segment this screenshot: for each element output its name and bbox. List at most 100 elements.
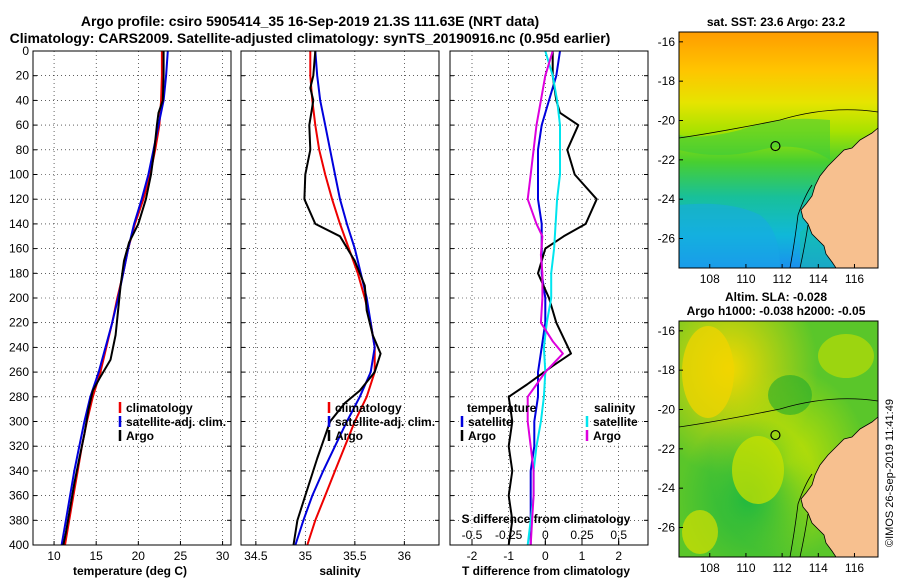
temperature-lines bbox=[60, 50, 169, 546]
temperature-legend-climatology: climatology bbox=[126, 401, 193, 415]
x-tick-label: -1 bbox=[503, 549, 514, 563]
x-tick-label: 20 bbox=[132, 549, 146, 563]
lat-tick-label: -20 bbox=[658, 403, 676, 417]
difference-legend-t-satellite: satellite bbox=[468, 415, 513, 429]
difference-panel: -2 -1 0 1 2 -0.5 -0.25 0 0.25 0.5 S difference fr… bbox=[449, 50, 649, 578]
salinity-panel: 34.5 35 35.5 36 salinity climatology satell… bbox=[240, 50, 440, 578]
y-tick-label: 260 bbox=[9, 365, 29, 379]
lat-tick-label: -16 bbox=[658, 324, 676, 338]
x-tick-label: 30 bbox=[216, 549, 230, 563]
lat-tick-label: -24 bbox=[658, 481, 676, 495]
sla-map: Altim. SLA: -0.028 Argo h1000: -0.038 h2… bbox=[658, 290, 879, 575]
lat-tick-label: -22 bbox=[658, 153, 676, 167]
s-tick-label: 0 bbox=[542, 528, 549, 542]
x-tick-label: 34.5 bbox=[244, 549, 268, 563]
y-tick-label: 60 bbox=[16, 118, 30, 132]
y-tick-label: 200 bbox=[9, 291, 29, 305]
salinity-lines bbox=[292, 50, 382, 546]
x-tick-label: 1 bbox=[579, 549, 586, 563]
temperature-legend-satellite: satellite-adj. clim. bbox=[126, 415, 226, 429]
y-tick-label: 120 bbox=[9, 192, 29, 206]
lat-tick-label: -24 bbox=[658, 192, 676, 206]
difference-legend-salinity-title: salinity bbox=[594, 401, 636, 415]
y-tick-label: 400 bbox=[9, 538, 29, 552]
lon-tick-label: 114 bbox=[809, 561, 828, 575]
temperature-legend: climatology satellite-adj. clim. Argo bbox=[118, 401, 226, 443]
series-line-t-satellite bbox=[529, 50, 561, 545]
series-line-argo bbox=[292, 50, 382, 546]
lon-tick-label: 116 bbox=[845, 561, 864, 575]
temperature-ticks: 0 20 40 60 80 100 120 140 160 180 200 220 240 260 280 3… bbox=[9, 44, 231, 563]
salinity-xlabel: salinity bbox=[319, 564, 361, 578]
sst-land bbox=[800, 127, 879, 269]
series-line-s-argo bbox=[526, 50, 564, 546]
s-tick-label: 0.25 bbox=[570, 528, 594, 542]
lon-tick-label: 108 bbox=[700, 272, 720, 286]
y-tick-label: 240 bbox=[9, 340, 29, 354]
sst-map: sat. SST: 23.6 Argo: 23.2 108 110 112 114 11… bbox=[658, 15, 879, 286]
x-tick-label: 36 bbox=[398, 549, 412, 563]
x-tick-label: 0 bbox=[542, 549, 549, 563]
y-tick-label: 300 bbox=[9, 415, 29, 429]
s-tick-label: -0.25 bbox=[495, 528, 523, 542]
lon-tick-label: 112 bbox=[773, 272, 792, 286]
lon-tick-label: 116 bbox=[845, 272, 864, 286]
temperature-xlabel: temperature (deg C) bbox=[73, 564, 187, 578]
timestamp-stamp: ©IMOS 26-Sep-2019 11:41:49 bbox=[884, 399, 896, 547]
y-tick-label: 320 bbox=[9, 439, 29, 453]
series-line-t-argo bbox=[507, 51, 598, 546]
t-difference-xlabel: T difference from climatology bbox=[462, 564, 630, 578]
temperature-legend-argo: Argo bbox=[126, 429, 154, 443]
difference-ticks: -2 -1 0 1 2 -0.5 -0.25 0 0.25 0.5 bbox=[450, 50, 648, 563]
sla-map-ticks: 108 110 112 114 116 -16 -18 -20 -22 -24 -26 bbox=[658, 324, 865, 575]
y-tick-label: 180 bbox=[9, 266, 29, 280]
temperature-grid bbox=[33, 51, 231, 545]
y-tick-label: 100 bbox=[9, 168, 29, 182]
lat-tick-label: -26 bbox=[658, 521, 676, 535]
x-tick-label: -2 bbox=[467, 549, 478, 563]
lon-tick-label: 108 bbox=[700, 561, 720, 575]
y-tick-label: 340 bbox=[9, 464, 29, 478]
series-line-s-satellite bbox=[526, 50, 561, 546]
lat-tick-label: -16 bbox=[658, 35, 676, 49]
lat-tick-label: -18 bbox=[658, 363, 676, 377]
y-tick-label: 280 bbox=[9, 390, 29, 404]
figure-title-line2: Climatology: CARS2009. Satellite-adjuste… bbox=[10, 30, 611, 46]
salinity-legend-climatology: climatology bbox=[335, 401, 402, 415]
difference-legend-s-satellite: satellite bbox=[593, 415, 638, 429]
y-tick-label: 380 bbox=[9, 513, 29, 527]
salinity-legend-argo: Argo bbox=[335, 429, 363, 443]
sst-map-ticks: 108 110 112 114 116 -16 -18 -20 -22 -24 -26 bbox=[658, 35, 865, 286]
difference-legend-temperature-title: temperature bbox=[467, 401, 537, 415]
salinity-grid bbox=[241, 51, 439, 545]
sst-map-title: sat. SST: 23.6 Argo: 23.2 bbox=[707, 15, 846, 29]
difference-legend-t-argo: Argo bbox=[468, 429, 496, 443]
x-tick-label: 35.5 bbox=[343, 549, 367, 563]
figure-title-line1: Argo profile: csiro 5905414_35 16-Sep-20… bbox=[81, 13, 539, 29]
y-tick-label: 20 bbox=[16, 69, 30, 83]
sst-argo-marker bbox=[770, 140, 781, 152]
difference-grid bbox=[450, 51, 648, 545]
y-tick-label: 160 bbox=[9, 242, 29, 256]
series-line-argo bbox=[62, 51, 165, 546]
lat-tick-label: -22 bbox=[658, 442, 676, 456]
salinity-ticks: 34.5 35 35.5 36 bbox=[241, 50, 439, 563]
y-tick-label: 40 bbox=[16, 93, 30, 107]
y-tick-label: 0 bbox=[22, 44, 29, 58]
salinity-legend-satellite: satellite-adj. clim. bbox=[335, 415, 435, 429]
sla-map-title-line1: Altim. SLA: -0.028 bbox=[725, 290, 827, 304]
lon-tick-label: 114 bbox=[809, 272, 828, 286]
s-difference-xlabel: S difference from climatology bbox=[462, 512, 631, 526]
lon-tick-label: 110 bbox=[736, 561, 755, 575]
x-tick-label: 2 bbox=[615, 549, 622, 563]
sla-argo-marker bbox=[770, 429, 781, 441]
x-tick-label: 35 bbox=[299, 549, 313, 563]
s-tick-label: 0.5 bbox=[610, 528, 627, 542]
sla-map-title-line2: Argo h1000: -0.038 h2000: -0.05 bbox=[687, 304, 866, 318]
sla-land bbox=[800, 416, 879, 558]
lat-tick-label: -26 bbox=[658, 232, 676, 246]
lat-tick-label: -18 bbox=[658, 74, 676, 88]
lon-tick-label: 110 bbox=[736, 272, 755, 286]
lat-tick-label: -20 bbox=[658, 114, 676, 128]
